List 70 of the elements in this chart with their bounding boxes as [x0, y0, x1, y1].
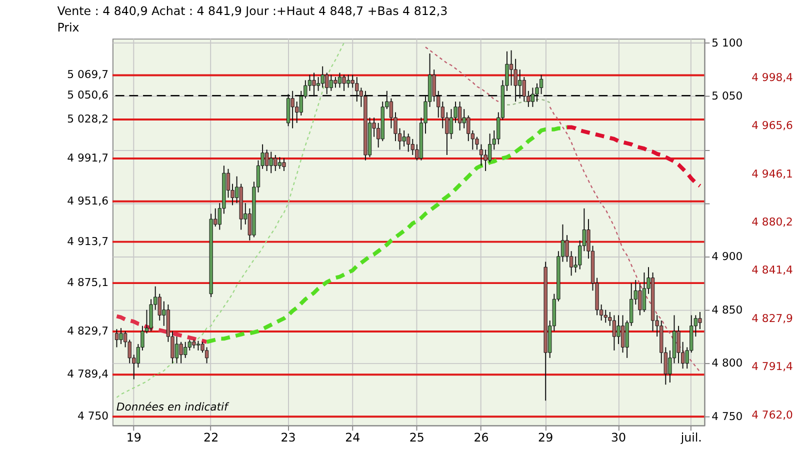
text: 4 791,4	[752, 360, 794, 374]
candlestick	[530, 87, 535, 108]
text: 4 827,9	[752, 312, 794, 325]
y-tick-label: 4 850	[712, 303, 743, 316]
y-tick-label: 5 050	[712, 90, 743, 103]
candlestick	[475, 136, 479, 150]
candlestick	[449, 108, 454, 140]
line-series	[204, 125, 569, 344]
text: 4 998,4	[752, 70, 794, 84]
text: 4 841,4	[752, 264, 794, 277]
candlestick	[698, 312, 702, 330]
candlestick	[612, 314, 616, 351]
x-tick-label: 22	[204, 430, 219, 444]
candlestick	[509, 50, 514, 86]
candlestick	[196, 340, 200, 351]
chart-title: Vente : 4 840,9 Achat : 4 841,9 Jour :+Haut 4 848,7 +Bas 4 812,3	[57, 4, 448, 18]
candlestick	[616, 314, 620, 345]
candlestick	[642, 272, 646, 312]
x-tick-label: juil.	[680, 430, 702, 444]
line-series	[424, 46, 500, 102]
line-series	[114, 314, 209, 344]
candlestick	[282, 158, 286, 172]
x-tick-label: 26	[474, 430, 489, 444]
candlestick	[312, 72, 316, 97]
y-tick-label: 4 750	[712, 410, 743, 424]
ref-line-label: 5 028,2	[67, 112, 108, 126]
candlestick	[204, 346, 209, 364]
x-tick-label: 29	[538, 430, 554, 444]
candlestick	[316, 76, 320, 92]
text: 4 946,1	[752, 167, 793, 180]
candlestick	[479, 144, 484, 166]
candlestick	[676, 325, 680, 364]
text: 4 965,6	[752, 119, 794, 132]
line-series	[116, 42, 345, 398]
candlestick	[174, 336, 179, 364]
y-tick-label: 4 800	[712, 356, 743, 370]
candlestick	[342, 74, 346, 92]
line-series	[549, 106, 701, 372]
ref-line-label: 4 991,7	[67, 151, 108, 164]
candlestick	[620, 314, 625, 354]
y-axis-title: Prix	[57, 20, 80, 35]
text: 4 762,0	[752, 408, 794, 422]
candlestick	[346, 74, 350, 88]
candlestick	[334, 76, 338, 88]
y-tick-label: 5 100	[712, 36, 743, 50]
candlestick	[114, 328, 119, 348]
x-tick-label: 30	[610, 430, 626, 444]
ref-line-label: 4 951,6	[67, 194, 109, 208]
x-tick-label: 23	[280, 430, 296, 444]
candlestick	[119, 328, 123, 345]
ref-line-label: 4 875,1	[67, 276, 108, 290]
ref-line-label: 4 829,7	[67, 324, 108, 338]
y-tick-label: 4 900	[712, 250, 743, 263]
candlestick	[539, 74, 544, 95]
candlestick	[149, 298, 153, 332]
annotation: Données en indicatif	[116, 400, 230, 414]
candlestick	[338, 72, 342, 88]
x-tick-label: 25	[409, 430, 424, 444]
ref-line-label: 4 913,7	[67, 234, 108, 248]
ref-line-label: 5 069,7	[67, 68, 108, 82]
line-series	[565, 125, 702, 188]
x-tick-label: 19	[126, 430, 142, 444]
ref-line-label: 4 789,4	[67, 368, 109, 381]
text: 4 880,2	[752, 216, 793, 229]
ref-line-label: 4 750	[78, 410, 109, 423]
candlestick	[458, 101, 462, 131]
x-tick-label: 24	[345, 430, 360, 444]
ref-line-label: 5 050,6	[67, 88, 109, 102]
candlestick	[535, 82, 539, 102]
candlestick	[278, 156, 282, 170]
